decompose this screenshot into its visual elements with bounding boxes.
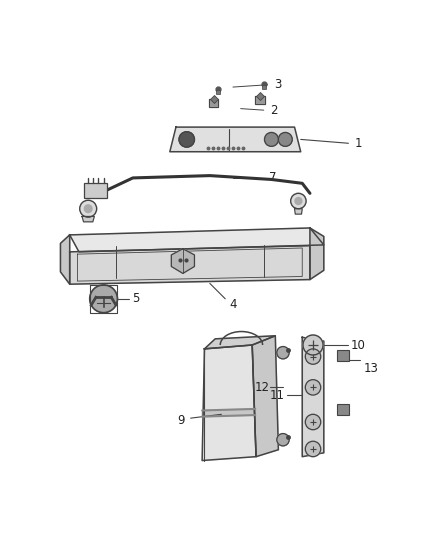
Polygon shape bbox=[70, 228, 324, 252]
Text: 10: 10 bbox=[351, 338, 366, 351]
Text: 9: 9 bbox=[177, 414, 185, 427]
Circle shape bbox=[90, 285, 117, 313]
Text: 2: 2 bbox=[270, 104, 278, 117]
Text: 7: 7 bbox=[269, 172, 277, 184]
Circle shape bbox=[305, 379, 321, 395]
Polygon shape bbox=[170, 127, 301, 152]
Text: 12: 12 bbox=[255, 381, 270, 394]
Polygon shape bbox=[205, 336, 276, 349]
Circle shape bbox=[305, 349, 321, 364]
Circle shape bbox=[305, 414, 321, 430]
Polygon shape bbox=[294, 209, 302, 214]
Polygon shape bbox=[202, 409, 255, 417]
FancyBboxPatch shape bbox=[337, 350, 349, 361]
Polygon shape bbox=[60, 235, 70, 284]
Circle shape bbox=[291, 193, 306, 209]
Circle shape bbox=[265, 133, 279, 147]
Text: 13: 13 bbox=[364, 361, 379, 375]
Text: 4: 4 bbox=[229, 298, 237, 311]
Circle shape bbox=[179, 132, 194, 147]
Text: 3: 3 bbox=[274, 78, 281, 91]
Text: 11: 11 bbox=[270, 389, 285, 401]
Polygon shape bbox=[252, 336, 279, 457]
Circle shape bbox=[295, 198, 302, 205]
Polygon shape bbox=[202, 345, 256, 461]
Circle shape bbox=[277, 346, 289, 359]
Polygon shape bbox=[310, 228, 324, 280]
FancyBboxPatch shape bbox=[85, 182, 107, 198]
Polygon shape bbox=[82, 216, 94, 222]
Polygon shape bbox=[70, 246, 310, 284]
Circle shape bbox=[277, 433, 289, 446]
FancyBboxPatch shape bbox=[337, 405, 349, 415]
Circle shape bbox=[85, 205, 92, 213]
Text: 1: 1 bbox=[355, 137, 362, 150]
Circle shape bbox=[80, 200, 97, 217]
Polygon shape bbox=[255, 96, 265, 104]
Polygon shape bbox=[302, 337, 324, 457]
Circle shape bbox=[303, 335, 323, 355]
Polygon shape bbox=[209, 99, 218, 107]
Text: 5: 5 bbox=[132, 292, 140, 305]
Polygon shape bbox=[171, 249, 194, 273]
Circle shape bbox=[305, 441, 321, 457]
Circle shape bbox=[279, 133, 292, 147]
